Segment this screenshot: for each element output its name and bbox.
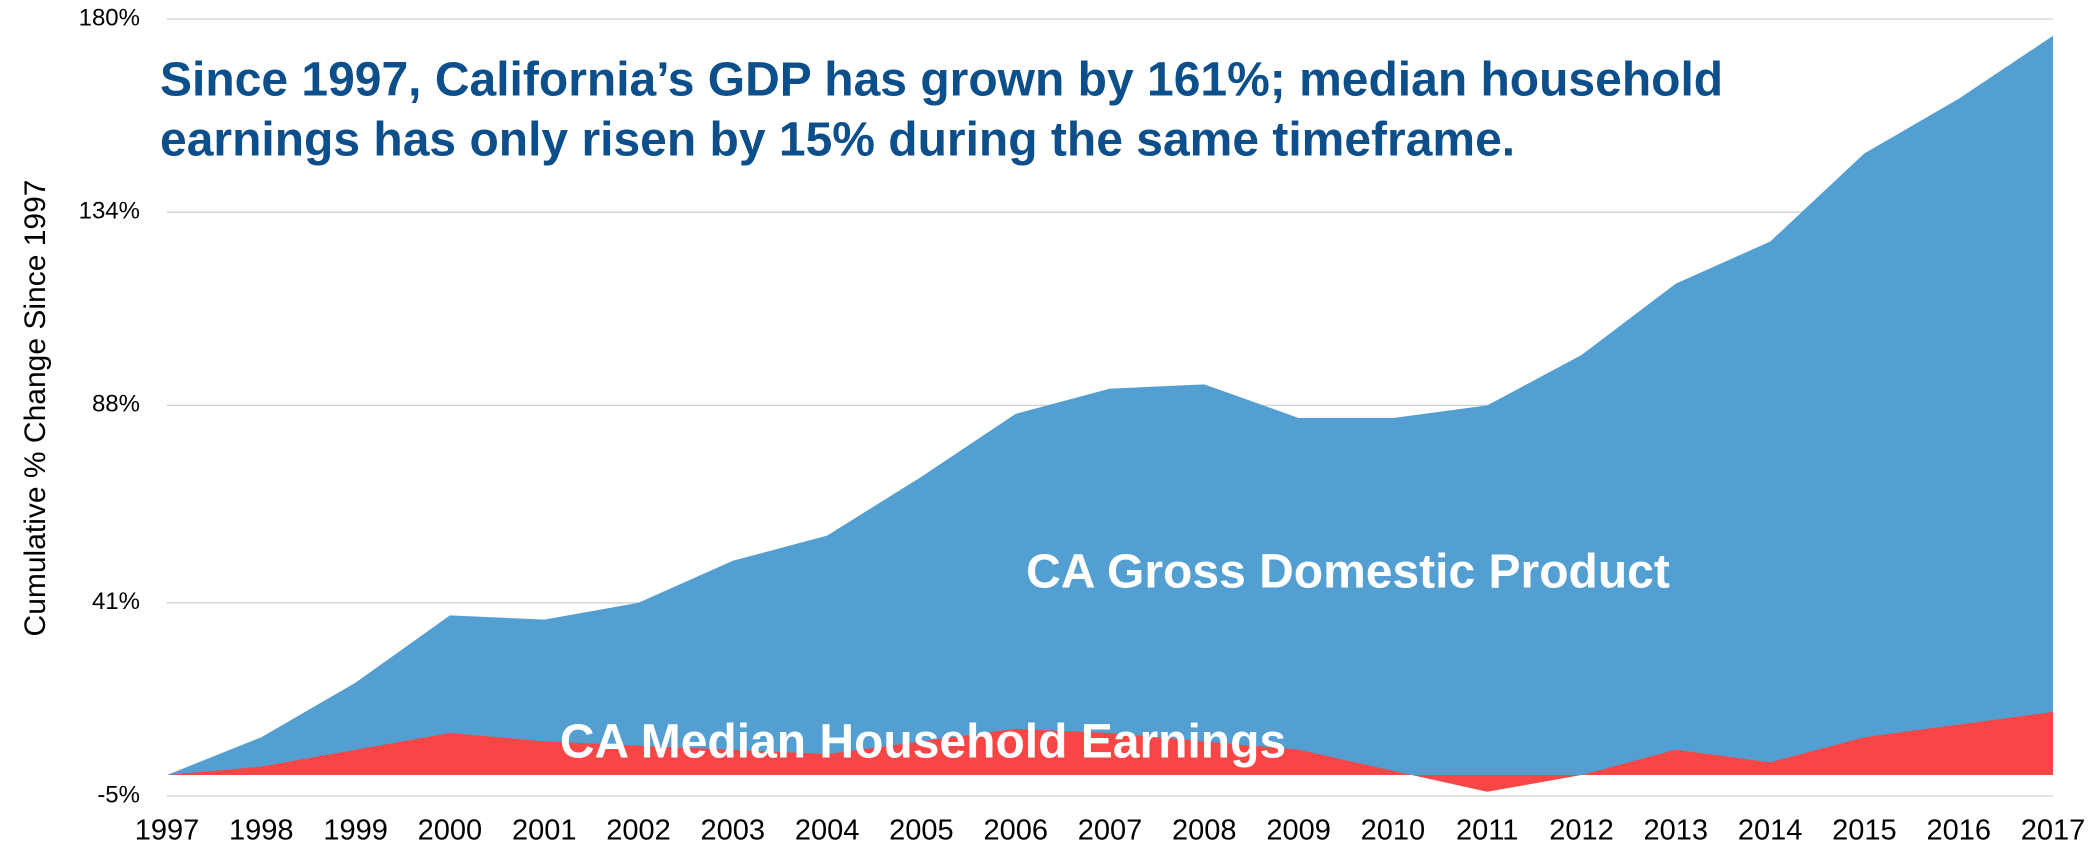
x-tick-label: 2005 — [889, 815, 954, 846]
x-tick-label: 2011 — [1456, 815, 1518, 846]
x-tick-label: 2000 — [418, 815, 483, 846]
x-tick-label: 2016 — [1926, 815, 1991, 846]
y-tick-label: 180% — [79, 4, 140, 31]
y-axis-label: Cumulative % Change Since 1997 — [19, 180, 52, 637]
area — [167, 35, 2053, 776]
y-tick-label: 134% — [79, 198, 140, 225]
x-tick-label: 2010 — [1361, 815, 1426, 846]
x-tick-label: 2009 — [1266, 815, 1331, 846]
x-tick-label: 2012 — [1549, 815, 1614, 846]
x-tick-label: 2014 — [1738, 815, 1803, 846]
area — [167, 712, 2053, 792]
x-tick-label: 2017 — [2021, 815, 2086, 846]
series-label: CA Median Household Earnings — [560, 716, 1286, 769]
chart-title: earnings has only risen by 15% during th… — [160, 114, 1515, 167]
x-tick-label: 2007 — [1078, 815, 1143, 846]
series-label: CA Gross Domestic Product — [1026, 546, 1670, 599]
y-tick-label: 41% — [92, 588, 140, 615]
x-tick-label: 2006 — [983, 815, 1048, 846]
x-tick-label: 1998 — [229, 815, 294, 846]
x-tick-label: 1999 — [323, 815, 388, 846]
x-tick-label: 2015 — [1832, 815, 1897, 846]
chart-title: Since 1997, California’s GDP has grown b… — [160, 54, 1723, 107]
y-tick-label: 88% — [92, 391, 140, 418]
x-tick-label: 2001 — [512, 815, 577, 846]
x-tick-label: 2013 — [1644, 815, 1709, 846]
x-tick-label: 1997 — [135, 815, 200, 846]
x-tick-label: 2004 — [795, 815, 860, 846]
x-tick-label: 2008 — [1172, 815, 1237, 846]
x-tick-label: 2002 — [606, 815, 671, 846]
x-tick-label: 2003 — [701, 815, 766, 846]
y-tick-label: -5% — [97, 781, 140, 808]
